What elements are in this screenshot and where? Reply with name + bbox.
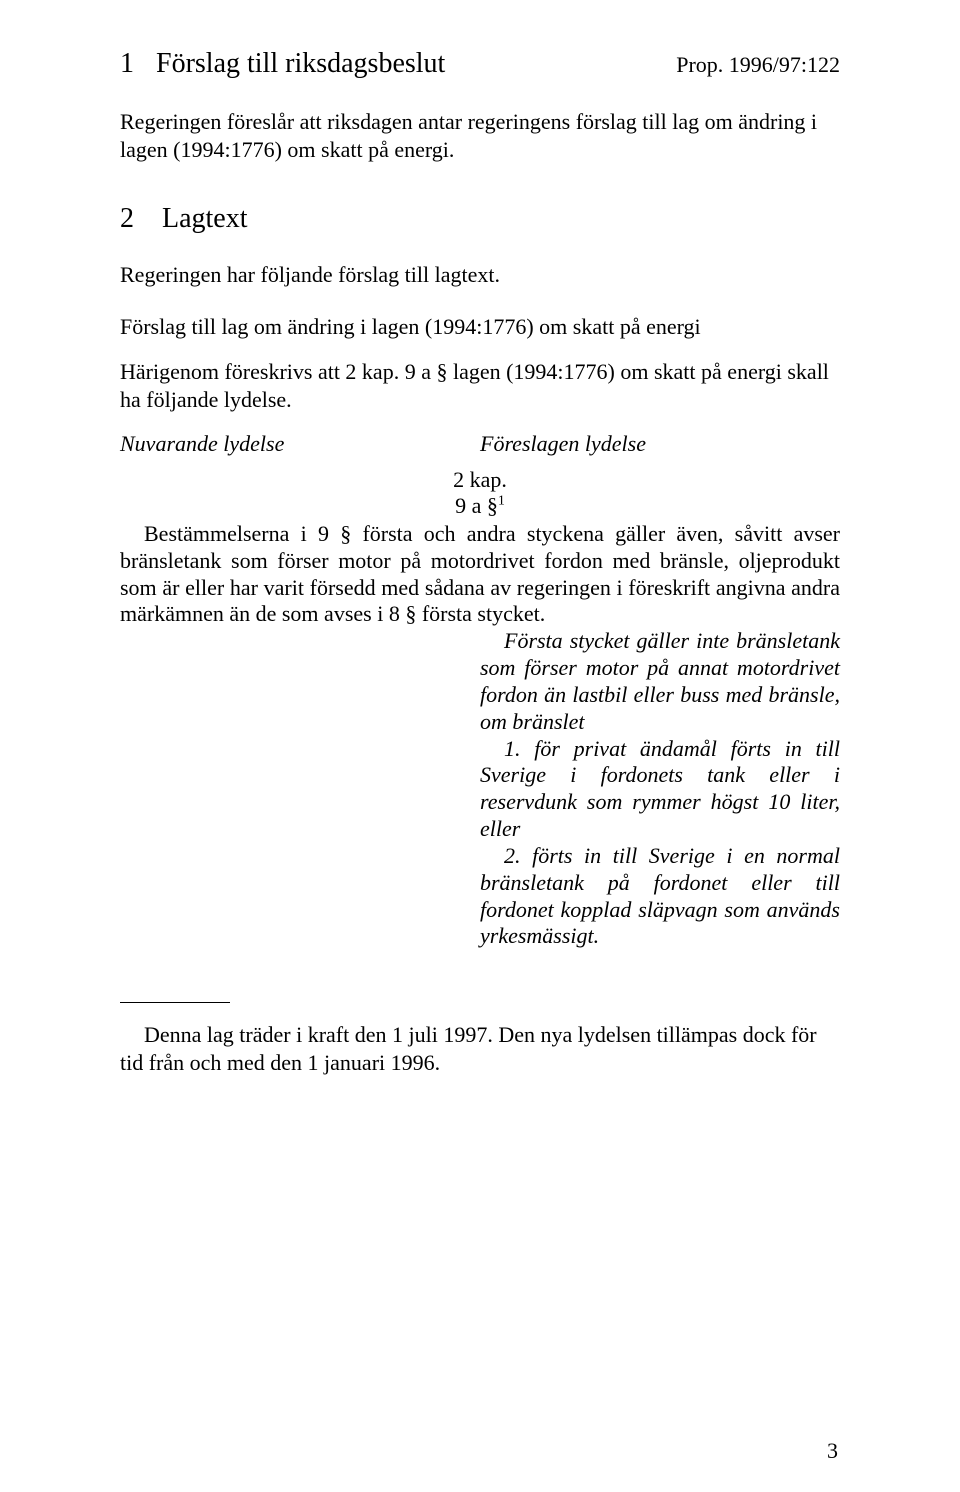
ninea-text: 9 a § <box>455 493 498 518</box>
section-1-title: Förslag till riksdagsbeslut <box>156 48 445 79</box>
lydelse-row: Nuvarande lydelse Föreslagen lydelse <box>120 431 840 457</box>
section-2-number: 2 <box>120 203 162 235</box>
page-number: 3 <box>827 1438 838 1464</box>
proposed-wording-column: Första stycket gäller inte bränsletank s… <box>480 628 840 950</box>
footnote-rule <box>120 1002 230 1003</box>
document-page: 1 Förslag till riksdagsbeslut Prop. 1996… <box>0 0 960 1492</box>
prescribe-paragraph: Härigenom föreskrivs att 2 kap. 9 a § la… <box>120 358 840 413</box>
chapter-label: 2 kap. <box>120 467 840 493</box>
section-1-number: 1 <box>120 48 134 79</box>
section-2-title: Lagtext <box>162 203 248 235</box>
proposed-line-3: 2. förts in till Sverige i en normal brä… <box>480 843 840 950</box>
law-change-subhead: Förslag till lag om ändring i lagen (199… <box>120 313 840 341</box>
proposed-line-1: Första stycket gäller inte bränsletank s… <box>480 628 840 735</box>
intro-paragraph: Regeringen föreslår att riksdagen antar … <box>120 108 840 163</box>
proposed-wording-label: Föreslagen lydelse <box>480 431 840 457</box>
section-2-heading: 2 Lagtext <box>120 203 840 235</box>
proposed-line-2: 1. för privat ändamål förts in till Sver… <box>480 736 840 843</box>
proposition-reference: Prop. 1996/97:122 <box>676 52 840 78</box>
proposed-column-wrap: Första stycket gäller inte bränsletank s… <box>120 628 840 950</box>
paragraph-9a-label: 9 a §1 <box>120 493 840 519</box>
footnote-marker: 1 <box>498 494 505 509</box>
current-wording-label: Nuvarande lydelse <box>120 431 480 457</box>
left-empty-column <box>120 628 480 950</box>
section-2-intro: Regeringen har följande förslag till lag… <box>120 261 840 289</box>
heading-row: 1 Förslag till riksdagsbeslut Prop. 1996… <box>120 48 840 80</box>
section-1-heading: 1 Förslag till riksdagsbeslut <box>120 48 445 80</box>
closing-paragraph: Denna lag träder i kraft den 1 juli 1997… <box>120 1021 840 1076</box>
shared-body-text: Bestämmelserna i 9 § första och andra st… <box>120 521 840 628</box>
